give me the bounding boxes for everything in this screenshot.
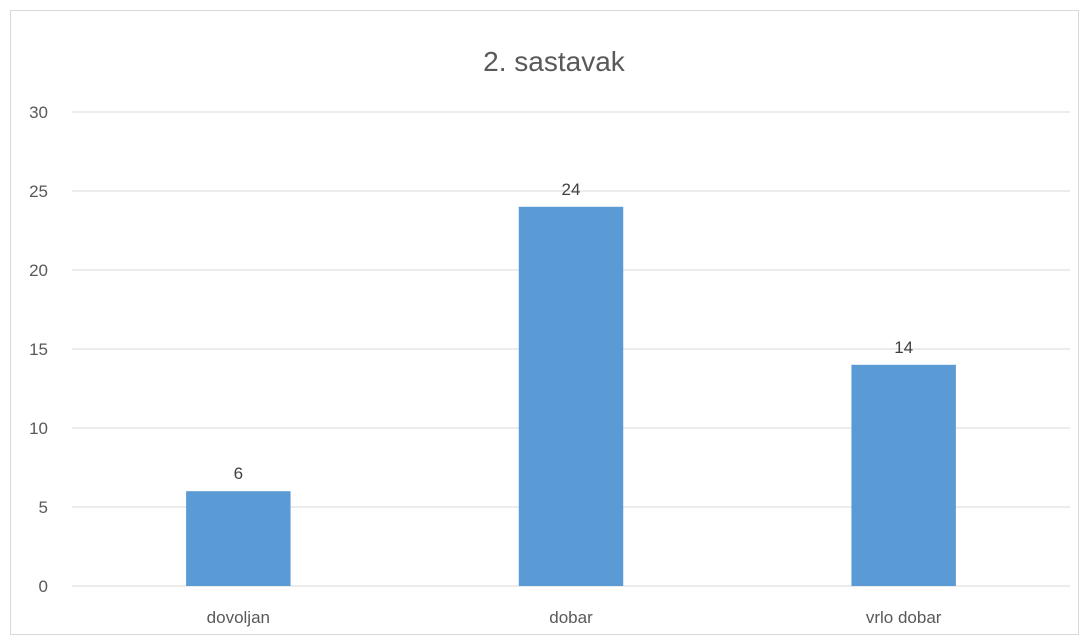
data-label-vrlo-dobar: 14 (894, 338, 913, 357)
y-tick-label: 0 (39, 577, 48, 596)
y-tick-label: 20 (29, 261, 48, 280)
x-axis-category-labels: dovoljan dobar vrlo dobar (207, 608, 942, 627)
y-tick-label: 15 (29, 340, 48, 359)
chart-title: 2. sastavak (483, 46, 626, 77)
x-tick-label-dovoljan: dovoljan (207, 608, 270, 627)
x-tick-label-vrlo-dobar: vrlo dobar (866, 608, 942, 627)
data-label-dovoljan: 6 (234, 464, 243, 483)
y-tick-label: 5 (39, 498, 48, 517)
bar-dobar (518, 206, 624, 587)
y-tick-label: 30 (29, 103, 48, 122)
data-labels: 6 24 14 (234, 180, 914, 483)
data-label-dobar: 24 (562, 180, 581, 199)
y-tick-label: 10 (29, 419, 48, 438)
bar-vrlo-dobar (851, 364, 956, 586)
bars (186, 206, 956, 587)
y-axis-tick-labels: 0 5 10 15 20 25 30 (29, 103, 48, 596)
bar-dovoljan (186, 491, 291, 586)
y-tick-label: 25 (29, 182, 48, 201)
x-tick-label-dobar: dobar (549, 608, 593, 627)
